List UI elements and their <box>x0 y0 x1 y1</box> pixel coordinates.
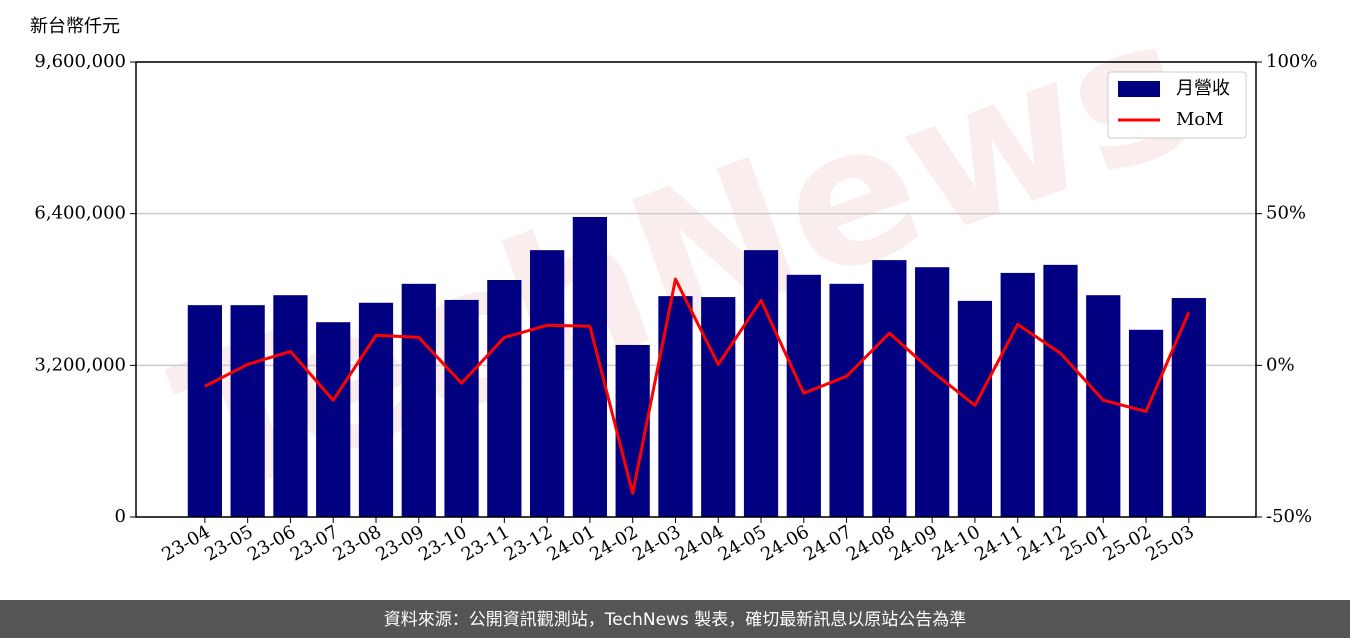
y-tick-label: 0 <box>115 506 126 527</box>
y-tick-label: 9,600,000 <box>34 51 126 72</box>
y-tick-label: 6,400,000 <box>34 203 126 224</box>
bar <box>1000 272 1035 517</box>
bar <box>487 280 522 517</box>
plot-frame <box>135 61 1257 518</box>
legend-swatch <box>1118 81 1160 97</box>
footer-band <box>0 600 1350 638</box>
bar <box>915 267 950 517</box>
bar <box>230 305 265 517</box>
bar <box>1086 295 1121 517</box>
bar <box>401 283 436 517</box>
bar <box>444 299 479 517</box>
bar <box>872 260 907 517</box>
bar <box>743 250 779 518</box>
y2-tick-label: -50% <box>1266 506 1312 527</box>
y2-tick-label: 50% <box>1266 203 1306 224</box>
y-axis-label: 新台幣仟元 <box>30 16 120 37</box>
bar <box>829 283 864 517</box>
bar <box>701 297 736 517</box>
bar <box>658 296 693 517</box>
legend-label: MoM <box>1176 109 1224 130</box>
y2-tick-label: 0% <box>1266 354 1295 375</box>
bar <box>957 300 993 517</box>
footer: 資料來源：公開資訊觀測站，TechNews 製表，確切最新訊息以原站公告為準 <box>384 610 966 630</box>
bar <box>1128 329 1164 517</box>
bar <box>187 305 222 517</box>
bar <box>1171 298 1206 517</box>
y2-tick-label: 100% <box>1266 51 1317 72</box>
bar <box>316 322 351 517</box>
y-tick-label: 3,200,000 <box>34 354 126 375</box>
bar <box>786 274 821 517</box>
legend-label: 月營收 <box>1176 78 1230 99</box>
line <box>204 277 1191 495</box>
bar <box>530 250 565 518</box>
bar <box>1043 264 1078 517</box>
bar <box>358 302 394 517</box>
bar <box>273 295 308 517</box>
